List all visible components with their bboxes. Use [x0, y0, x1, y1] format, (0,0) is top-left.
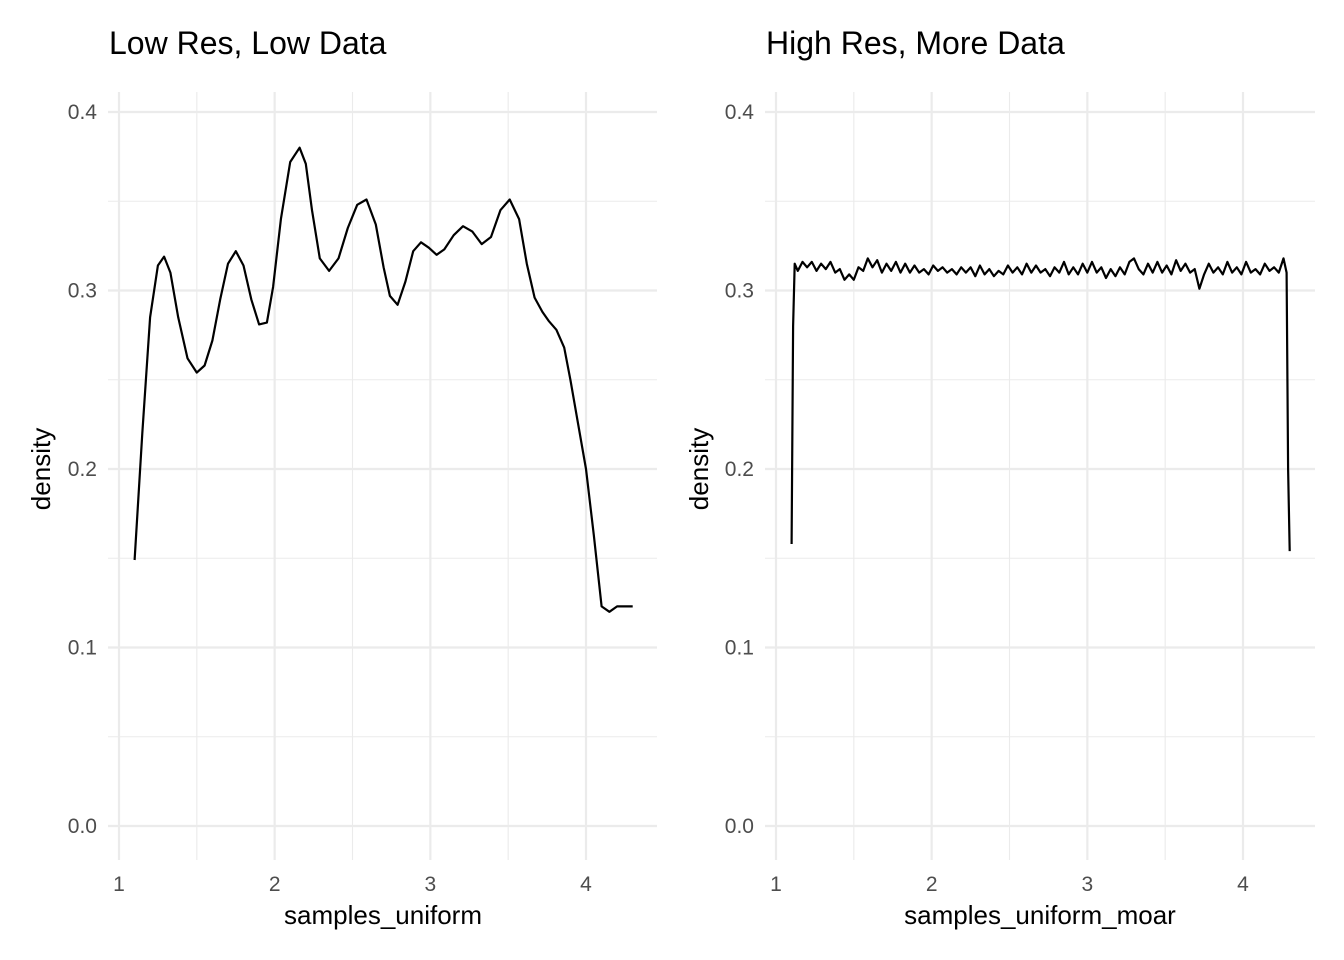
- grid-right: [765, 92, 1315, 860]
- x-tick-label: 2: [269, 873, 281, 896]
- x-axis-title-right: samples_uniform_moar: [904, 900, 1176, 930]
- x-tick-label: 4: [1237, 873, 1249, 896]
- panel-right: High Res, More Data 0.0 0.1 0.2 0.3 0.4 1 2 3 4…: [684, 25, 1315, 930]
- x-ticks-left: 1 2 3 4: [113, 873, 592, 896]
- panel-left: Low Res, Low Data 0.0 0.1 0.2 0.3 0.4 1 2 3 4 s…: [26, 25, 657, 930]
- density-line-right: [790, 257, 1291, 552]
- x-tick-label: 1: [113, 873, 125, 896]
- y-tick-label: 0.2: [68, 458, 97, 481]
- x-ticks-right: 1 2 3 4: [770, 873, 1249, 896]
- x-axis-title-left: samples_uniform: [284, 900, 482, 930]
- y-axis-title-left: density: [26, 428, 56, 510]
- y-ticks-left: 0.0 0.1 0.2 0.3 0.4: [68, 101, 98, 838]
- y-tick-label: 0.0: [725, 815, 754, 838]
- y-tick-label: 0.3: [68, 280, 97, 303]
- density-line-left: [133, 146, 633, 613]
- y-tick-label: 0.1: [68, 637, 97, 660]
- y-ticks-right: 0.0 0.1 0.2 0.3 0.4: [725, 101, 755, 838]
- y-axis-title-right: density: [684, 428, 714, 510]
- y-tick-label: 0.3: [725, 280, 754, 303]
- x-tick-label: 1: [770, 873, 782, 896]
- y-tick-label: 0.4: [725, 101, 755, 124]
- chart-title-left: Low Res, Low Data: [109, 25, 387, 61]
- x-tick-label: 4: [580, 873, 592, 896]
- x-tick-label: 3: [424, 873, 436, 896]
- y-tick-label: 0.2: [725, 458, 754, 481]
- chart-title-right: High Res, More Data: [766, 25, 1065, 61]
- grid-left: [108, 92, 657, 860]
- y-tick-label: 0.0: [68, 815, 97, 838]
- y-tick-label: 0.1: [725, 637, 754, 660]
- x-tick-label: 2: [926, 873, 938, 896]
- x-tick-label: 3: [1081, 873, 1093, 896]
- y-tick-label: 0.4: [68, 101, 98, 124]
